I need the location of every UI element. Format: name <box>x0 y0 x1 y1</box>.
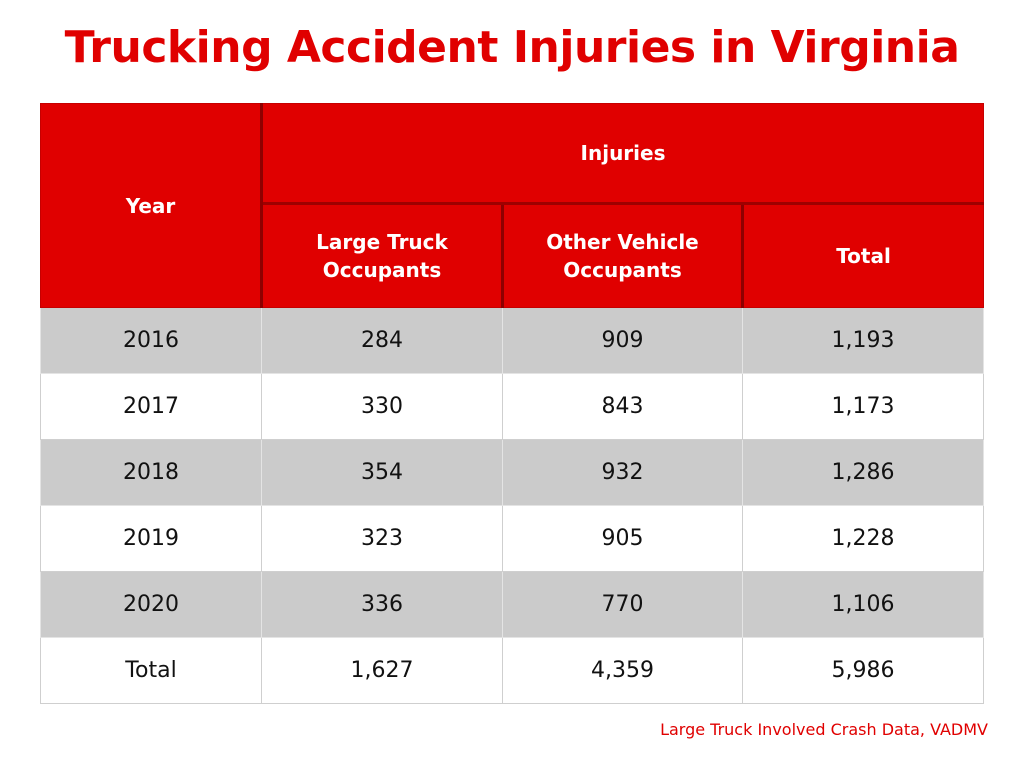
cell-year: Total <box>40 637 262 704</box>
cell-year: 2016 <box>40 307 262 374</box>
column-header-total: Total <box>741 203 985 308</box>
cell-other-vehicle: 932 <box>502 439 743 506</box>
column-header-other-vehicle: Other Vehicle Occupants <box>502 203 744 308</box>
cell-total: 1,193 <box>741 307 985 374</box>
cell-other-vehicle: 843 <box>502 373 743 440</box>
source-note: Large Truck Involved Crash Data, VADMV <box>660 720 988 739</box>
cell-year: 2018 <box>40 439 262 506</box>
column-header-year: Year <box>40 103 263 308</box>
cell-other-vehicle: 905 <box>502 505 743 572</box>
cell-other-vehicle: 770 <box>502 571 743 638</box>
table-row-total: Total 1,627 4,359 5,986 <box>40 637 985 704</box>
cell-large-truck: 330 <box>261 373 503 440</box>
cell-large-truck: 354 <box>261 439 503 506</box>
cell-large-truck: 336 <box>261 571 503 638</box>
cell-year: 2019 <box>40 505 262 572</box>
cell-total: 1,173 <box>741 373 985 440</box>
table-row: 2018 354 932 1,286 <box>40 439 985 506</box>
column-header-large-truck: Large Truck Occupants <box>261 203 504 308</box>
cell-total: 1,286 <box>741 439 985 506</box>
cell-large-truck: 323 <box>261 505 503 572</box>
cell-other-vehicle: 4,359 <box>502 637 743 704</box>
cell-year: 2017 <box>40 373 262 440</box>
injuries-table: Year Injuries Large Truck Occupants Othe… <box>40 103 985 704</box>
cell-large-truck: 1,627 <box>261 637 503 704</box>
table-row: 2020 336 770 1,106 <box>40 571 985 638</box>
table-row: 2017 330 843 1,173 <box>40 373 985 440</box>
cell-total: 5,986 <box>741 637 985 704</box>
table-row: 2016 284 909 1,193 <box>40 307 985 374</box>
cell-year: 2020 <box>40 571 262 638</box>
cell-total: 1,106 <box>741 571 985 638</box>
page-title: Trucking Accident Injuries in Virginia <box>64 22 960 73</box>
cell-large-truck: 284 <box>261 307 503 374</box>
column-group-injuries: Injuries <box>260 103 985 205</box>
cell-total: 1,228 <box>741 505 985 572</box>
cell-other-vehicle: 909 <box>502 307 743 374</box>
table-row: 2019 323 905 1,228 <box>40 505 985 572</box>
